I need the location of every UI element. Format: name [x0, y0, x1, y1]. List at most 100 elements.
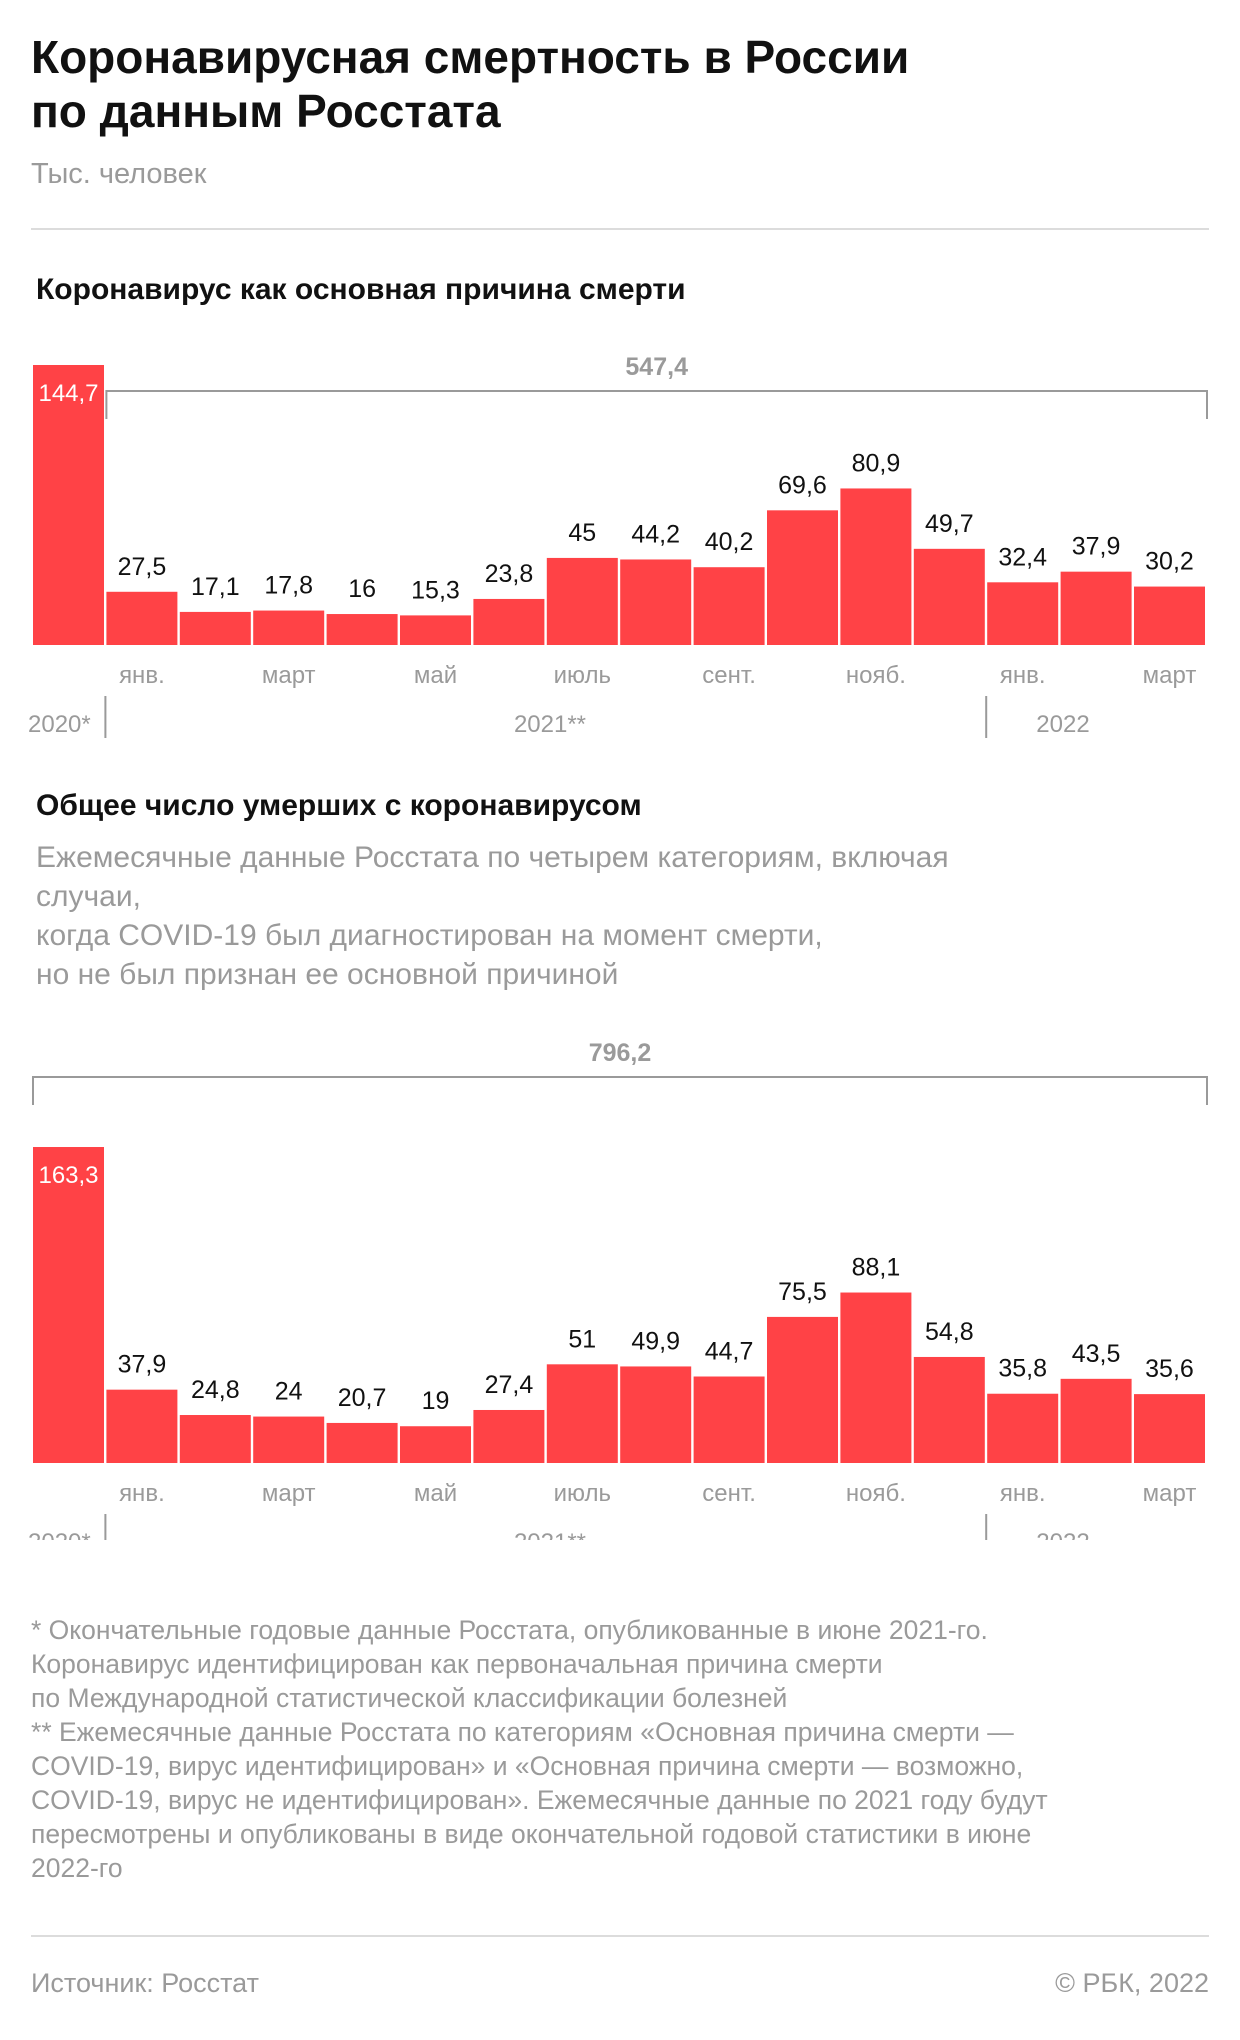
bar — [693, 567, 765, 645]
bar — [1134, 1394, 1205, 1463]
page-title: Коронавирусная смертность в России по да… — [31, 30, 1211, 138]
data-label: 75,5 — [778, 1278, 827, 1306]
data-label: 49,7 — [925, 510, 974, 538]
top-divider — [31, 228, 1209, 230]
bar — [546, 557, 618, 645]
data-label: 49,9 — [631, 1327, 680, 1355]
bar — [473, 1409, 545, 1463]
unit-label: Тыс. человек — [31, 158, 207, 190]
x-tick-label: нояб. — [846, 1480, 906, 1507]
bar — [767, 510, 838, 645]
year-label: 2022 — [1036, 1529, 1089, 1540]
bar — [1060, 1378, 1132, 1463]
footnote-line: по Международной статистической классифи… — [31, 1683, 788, 1713]
data-label: 45 — [568, 519, 596, 547]
data-label: 15,3 — [411, 576, 460, 604]
bar — [326, 1422, 398, 1463]
footnote-line: COVID-19, вирус не идентифицирован». Еже… — [31, 1785, 1048, 1815]
x-tick-label: май — [414, 662, 457, 689]
total-label: 547,4 — [625, 353, 688, 381]
footnote-line: COVID-19, вирус идентифицирован» и «Осно… — [31, 1751, 1024, 1781]
bar — [106, 1389, 178, 1463]
x-tick-label: янв. — [119, 662, 165, 689]
title-line: по данным Росстата — [31, 85, 501, 137]
bar — [400, 1426, 471, 1463]
chart1-title: Коронавирус как основная причина смерти — [36, 273, 686, 306]
bottom-divider — [31, 1935, 1209, 1937]
x-tick-label: янв. — [1000, 1480, 1046, 1507]
data-label: 69,6 — [778, 471, 827, 499]
title-line: Коронавирусная смертность в России — [31, 31, 910, 83]
footnote-line: Коронавирус идентифицирован как первонач… — [31, 1649, 883, 1679]
data-label: 37,9 — [1072, 533, 1121, 561]
total-bracket — [32, 1076, 1208, 1105]
data-label: 51 — [568, 1325, 596, 1353]
x-tick-label: янв. — [1000, 662, 1046, 689]
x-tick-label: сент. — [702, 1480, 756, 1507]
data-label: 88,1 — [852, 1254, 901, 1282]
description-line: когда COVID-19 был диагностирован на мом… — [36, 919, 823, 952]
bar — [987, 1393, 1059, 1463]
bar — [106, 591, 178, 645]
bar — [693, 1376, 765, 1463]
year-label: 2021** — [514, 1529, 586, 1540]
bar — [473, 598, 545, 645]
chart-main-cause: 144,7 27,5 17,1 17,8 16 15,3 23,8 45 44,2 40,2 69,… — [28, 353, 1208, 738]
x-tick-label: март — [262, 662, 316, 689]
year-label: 2022 — [1036, 711, 1089, 738]
bar — [179, 1415, 251, 1463]
data-label: 16 — [348, 575, 376, 603]
bar — [253, 610, 325, 645]
chart-total-deaths: 163,3 37,9 24,8 24 20,7 19 27,4 51 49,9 44,7 75,5 8… — [28, 1039, 1208, 1540]
bar — [620, 1366, 692, 1463]
data-label: 19 — [422, 1387, 450, 1415]
data-label: 44,7 — [705, 1338, 754, 1366]
bar — [179, 611, 251, 645]
data-label: 27,4 — [485, 1371, 534, 1399]
data-label: 35,6 — [1145, 1355, 1194, 1383]
x-tick-label: нояб. — [846, 662, 906, 689]
data-label: 43,5 — [1072, 1340, 1121, 1368]
data-label: 17,8 — [264, 572, 313, 600]
footnotes: * Окончательные годовые данные Росстата,… — [31, 1613, 1211, 1885]
bar — [840, 488, 912, 645]
chart2-title: Общее число умерших с коронавирусом — [36, 789, 642, 822]
bar — [987, 582, 1059, 645]
footnote-line: * Окончательные годовые данные Росстата,… — [31, 1615, 988, 1645]
data-label: 163,3 — [38, 1162, 98, 1189]
description-line: но не был признан ее основной причиной — [36, 958, 619, 991]
data-label: 30,2 — [1145, 548, 1194, 576]
source-label: Источник: Росстат — [31, 1968, 259, 1998]
bar — [33, 1147, 104, 1463]
x-tick-label: сент. — [702, 662, 756, 689]
bar — [400, 615, 471, 645]
data-label: 24,8 — [191, 1376, 240, 1404]
total-bracket — [105, 390, 1208, 419]
year-label: 2020* — [28, 711, 91, 738]
x-tick-label: март — [1143, 1480, 1197, 1507]
x-tick-label: март — [262, 1480, 316, 1507]
x-tick-label: июль — [554, 662, 611, 689]
total-label: 796,2 — [589, 1039, 652, 1067]
bar — [913, 1356, 985, 1463]
bar — [253, 1416, 325, 1463]
footnote-line: ** Ежемесячные данные Росстата по катего… — [31, 1717, 1014, 1747]
data-label: 17,1 — [191, 573, 240, 601]
description-line: случаи, — [36, 880, 141, 913]
data-label: 23,8 — [485, 560, 534, 588]
bar — [546, 1364, 618, 1463]
bar — [1060, 571, 1132, 645]
description-line: Ежемесячные данные Росстата по четырем к… — [36, 841, 949, 874]
data-label: 32,4 — [998, 543, 1047, 571]
data-label: 35,8 — [998, 1355, 1047, 1383]
bar — [620, 559, 692, 645]
data-label: 20,7 — [338, 1384, 387, 1412]
footnote-line: пересмотрены и опубликованы в виде оконч… — [31, 1819, 1032, 1849]
year-label: 2020* — [28, 1529, 91, 1540]
data-label: 44,2 — [631, 520, 680, 548]
footnote-line: 2022-го — [31, 1853, 123, 1883]
year-label: 2021** — [514, 711, 586, 738]
x-tick-label: июль — [554, 1480, 611, 1507]
bar — [913, 548, 985, 645]
copyright-label: © РБК, 2022 — [1055, 1968, 1209, 1998]
